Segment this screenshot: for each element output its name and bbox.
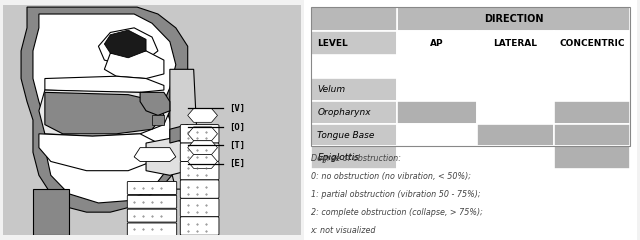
Text: Oropharynx: Oropharynx [317, 108, 371, 117]
Polygon shape [45, 76, 164, 92]
Bar [310, 31, 397, 55]
Polygon shape [134, 148, 176, 162]
Bar [554, 101, 630, 124]
FancyBboxPatch shape [180, 162, 219, 180]
Bar [554, 146, 630, 169]
FancyBboxPatch shape [127, 195, 177, 208]
Bar [477, 101, 554, 124]
Bar [397, 31, 477, 55]
Text: 1: partial obstruction (vibration 50 - 75%);: 1: partial obstruction (vibration 50 - 7… [310, 190, 480, 199]
Text: [E]: [E] [229, 159, 246, 168]
FancyBboxPatch shape [127, 223, 177, 236]
Bar [310, 78, 397, 101]
Polygon shape [152, 115, 164, 125]
Text: Degree of obstruction:: Degree of obstruction: [310, 154, 401, 163]
Text: CONCENTRIC: CONCENTRIC [559, 39, 625, 48]
FancyBboxPatch shape [180, 180, 219, 198]
Polygon shape [188, 155, 218, 168]
FancyBboxPatch shape [180, 125, 219, 143]
Text: x: not visualized: x: not visualized [310, 226, 376, 235]
Text: [O]: [O] [229, 122, 246, 132]
Polygon shape [33, 189, 68, 235]
Bar [310, 7, 630, 146]
Polygon shape [45, 92, 164, 134]
Text: LATERAL: LATERAL [493, 39, 538, 48]
Text: [V]: [V] [229, 104, 246, 113]
Text: 2: complete obstruction (collapse, > 75%);: 2: complete obstruction (collapse, > 75%… [310, 208, 483, 217]
Bar [310, 124, 397, 146]
Text: LEVEL: LEVEL [317, 39, 348, 48]
Polygon shape [104, 30, 146, 58]
Text: DIRECTION: DIRECTION [484, 14, 543, 24]
Bar [477, 78, 554, 101]
Polygon shape [33, 14, 176, 203]
Text: [T]: [T] [229, 141, 246, 150]
Bar [397, 124, 477, 146]
Polygon shape [99, 28, 158, 65]
Text: Epiglottis: Epiglottis [317, 153, 359, 162]
FancyBboxPatch shape [180, 143, 219, 162]
Polygon shape [188, 141, 218, 155]
FancyBboxPatch shape [127, 181, 177, 194]
Bar [397, 101, 477, 124]
Bar [310, 146, 397, 169]
Bar [477, 146, 554, 169]
Polygon shape [140, 92, 170, 115]
Bar [310, 7, 397, 31]
Polygon shape [21, 7, 188, 212]
Bar [397, 146, 477, 169]
Polygon shape [39, 134, 158, 171]
FancyBboxPatch shape [180, 198, 219, 217]
Polygon shape [170, 125, 188, 143]
Bar [554, 124, 630, 146]
Text: 0: no obstruction (no vibration, < 50%);: 0: no obstruction (no vibration, < 50%); [310, 172, 470, 181]
Polygon shape [170, 69, 200, 189]
Bar [310, 101, 397, 124]
Bar [477, 31, 554, 55]
FancyBboxPatch shape [180, 217, 219, 235]
Polygon shape [39, 90, 170, 136]
Polygon shape [104, 51, 164, 78]
Bar [554, 78, 630, 101]
Text: Tongue Base: Tongue Base [317, 131, 374, 139]
Bar [397, 78, 477, 101]
Bar [554, 31, 630, 55]
Polygon shape [146, 138, 188, 175]
FancyBboxPatch shape [127, 209, 177, 222]
Text: Velum: Velum [317, 85, 346, 94]
Bar [477, 124, 554, 146]
Text: AP: AP [430, 39, 444, 48]
Polygon shape [188, 108, 218, 122]
Bar [397, 7, 630, 31]
Polygon shape [188, 127, 218, 141]
